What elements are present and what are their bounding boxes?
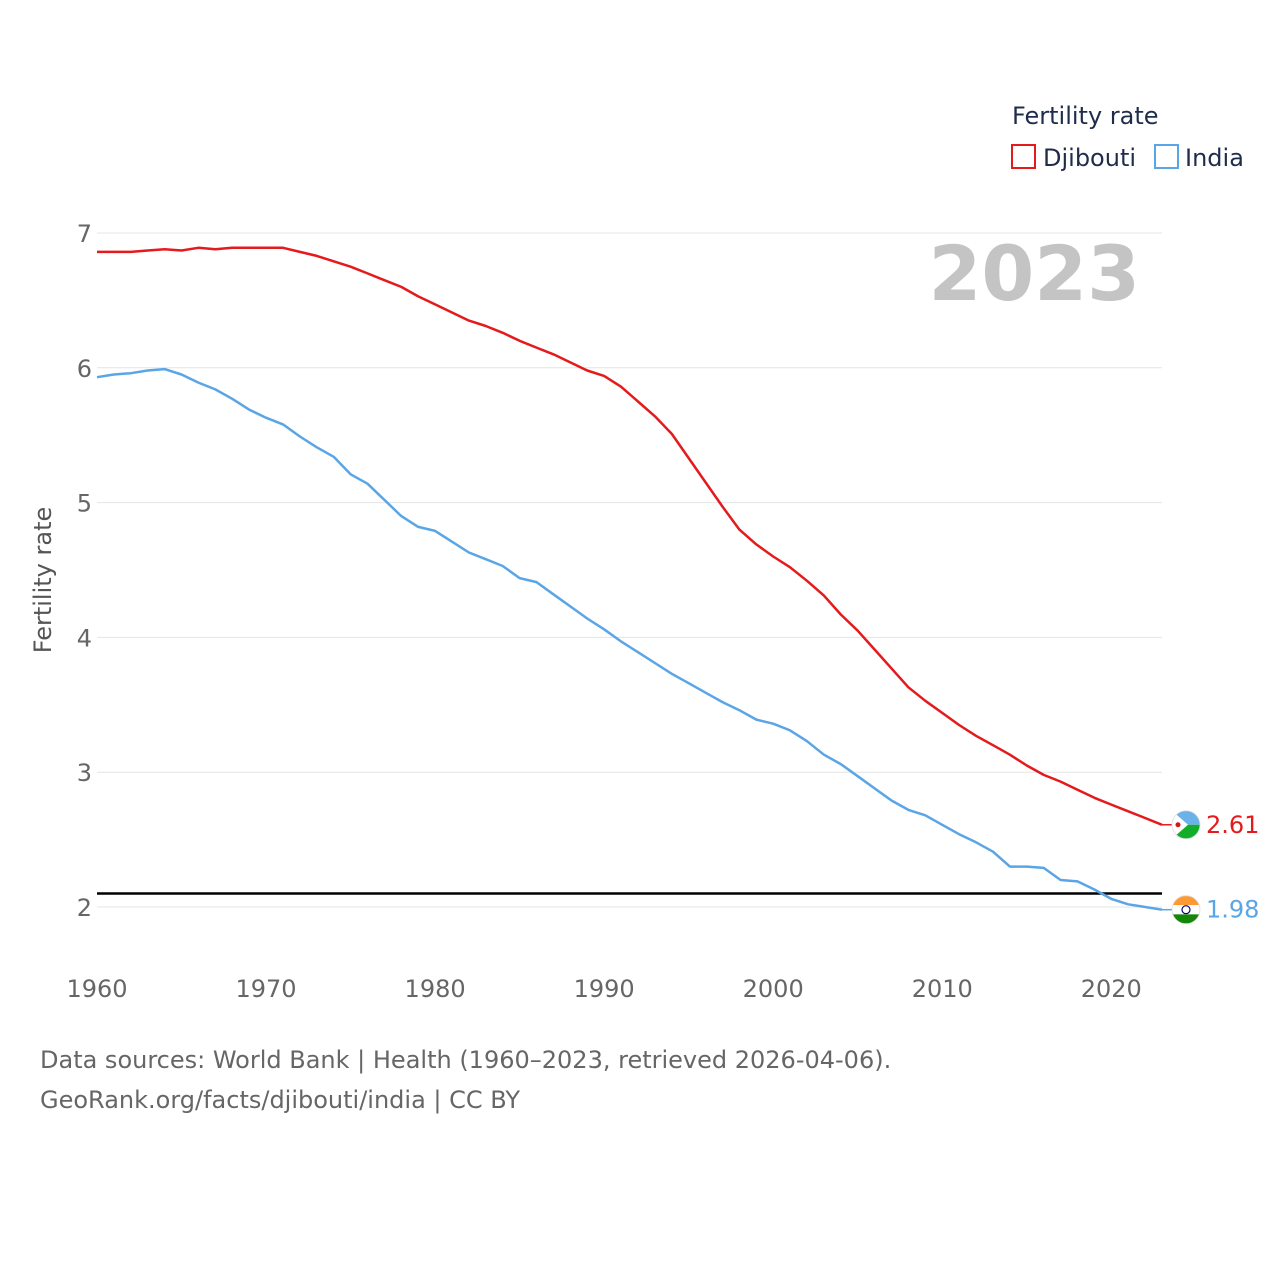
legend-swatch-india[interactable]	[1154, 144, 1179, 169]
gridlines	[97, 232, 1162, 908]
y-tick-label: 6	[77, 355, 92, 383]
x-tick-label: 2000	[743, 975, 804, 1003]
y-tick-label: 2	[77, 894, 92, 922]
series-line-djibouti[interactable]	[97, 246, 1163, 826]
legend-swatch-djibouti[interactable]	[1011, 144, 1036, 169]
legend-label-india[interactable]: India	[1185, 144, 1244, 172]
source-note: Data sources: World Bank | Health (1960–…	[40, 1040, 891, 1120]
legend-label-djibouti[interactable]: Djibouti	[1043, 144, 1136, 172]
current-year-label: 2023	[928, 229, 1140, 318]
series-line-india[interactable]	[96, 367, 1163, 911]
end-value-india: 1.98	[1206, 896, 1259, 924]
y-tick-label: 3	[77, 759, 92, 787]
end-markers: 2.61 1.98	[1162, 810, 1259, 925]
djibouti-flag-icon	[1171, 810, 1201, 840]
legend: Fertility rate Djibouti India	[1011, 102, 1244, 172]
legend-title: Fertility rate	[1012, 102, 1159, 130]
end-value-djibouti: 2.61	[1206, 811, 1259, 839]
x-tick-label: 1960	[66, 975, 127, 1003]
series-lines	[96, 246, 1163, 911]
y-axis-label: Fertility rate	[29, 507, 57, 654]
x-tick-label: 1990	[574, 975, 635, 1003]
fertility-chart: 2 3 4 5 6 7 1960 1970 1980 1990 2000 2010 2020 Fert…	[29, 102, 1259, 1003]
y-tick-label: 7	[77, 220, 92, 248]
x-tick-label: 1970	[236, 975, 297, 1003]
x-tick-label: 2010	[912, 975, 973, 1003]
india-flag-icon	[1171, 895, 1201, 925]
x-axis-ticks: 1960 1970 1980 1990 2000 2010 2020	[66, 975, 1141, 1003]
x-tick-label: 1980	[405, 975, 466, 1003]
y-tick-label: 5	[77, 490, 92, 518]
y-tick-label: 4	[77, 624, 92, 652]
y-axis-ticks: 2 3 4 5 6 7	[77, 220, 92, 922]
source-line: Data sources: World Bank | Health (1960–…	[40, 1046, 892, 1074]
x-tick-label: 2020	[1081, 975, 1142, 1003]
license-line: GeoRank.org/facts/djibouti/india | CC BY	[40, 1086, 521, 1114]
